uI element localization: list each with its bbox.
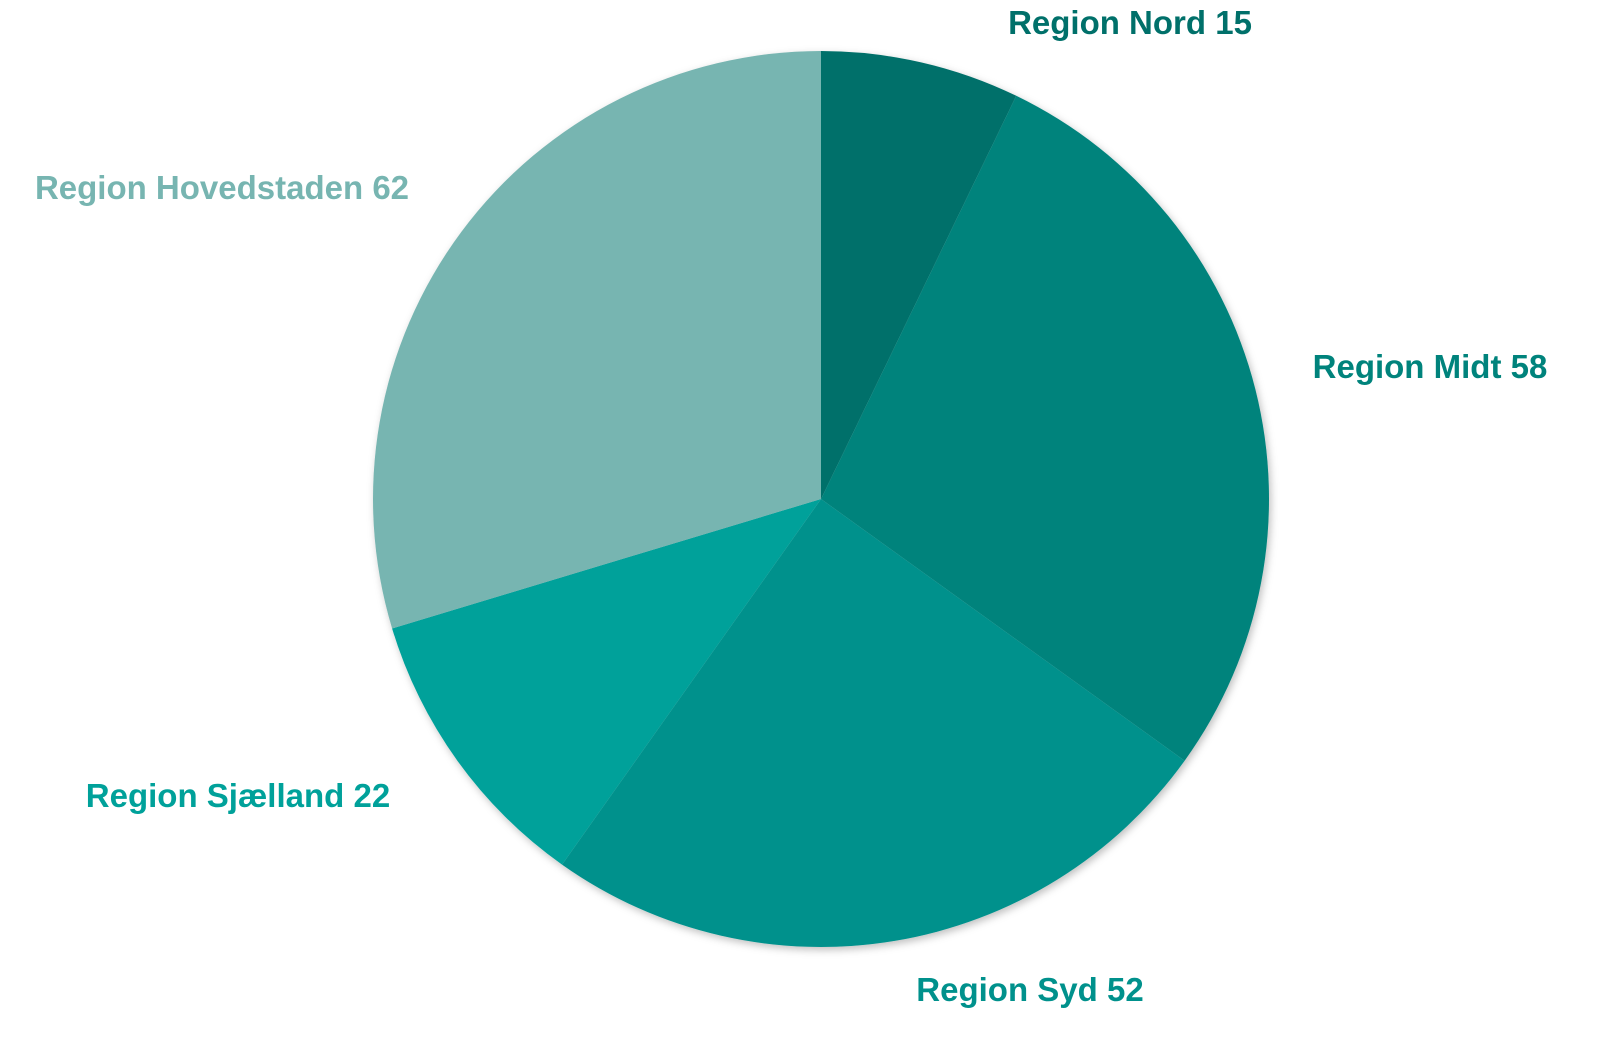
slice-label-name: Region Hovedstaden <box>35 169 363 206</box>
slice-label-value: 58 <box>1511 348 1548 385</box>
pie-slice <box>821 51 1017 499</box>
slice-label-value: 52 <box>1107 971 1144 1008</box>
slice-label-name: Region Syd <box>916 971 1098 1008</box>
slice-label-value: 15 <box>1215 4 1252 41</box>
slice-label-name: Region Midt <box>1313 348 1502 385</box>
slice-label: Region Hovedstaden 62 <box>35 169 409 206</box>
slice-label-name: Region Nord <box>1008 4 1206 41</box>
slice-label: Region Syd 52 <box>916 971 1143 1008</box>
pie-slice <box>821 95 1269 761</box>
pie-slice <box>372 51 821 629</box>
pie <box>372 51 1269 948</box>
slice-label-value: 22 <box>353 777 390 814</box>
slice-label: Region Midt 58 <box>1313 348 1548 385</box>
pie-slice <box>562 499 1185 948</box>
slice-label: Region Nord 15 <box>1008 4 1252 41</box>
slice-label-name: Region Sjælland <box>86 777 345 814</box>
slice-label-value: 62 <box>372 169 409 206</box>
pie-slice <box>392 499 821 865</box>
slice-label: Region Sjælland 22 <box>86 777 390 814</box>
